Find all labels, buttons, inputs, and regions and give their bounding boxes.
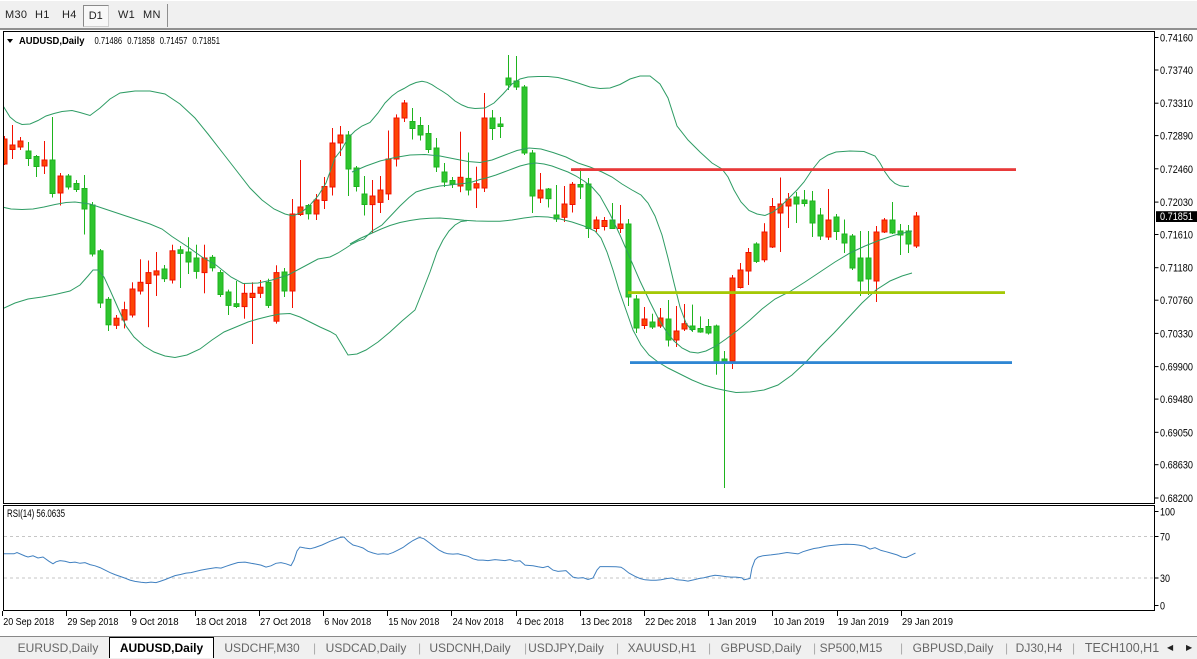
svg-text:0.71610: 0.71610 [1160,230,1193,242]
svg-text:AUDUSD,Daily: AUDUSD,Daily [19,35,85,47]
svg-text:19 Jan 2019: 19 Jan 2019 [838,616,889,628]
svg-text:0.70760: 0.70760 [1160,295,1193,307]
svg-text:0.68630: 0.68630 [1160,460,1193,472]
svg-text:RSI(14) 56.0635: RSI(14) 56.0635 [7,508,65,520]
svg-text:24 Nov 2018: 24 Nov 2018 [453,616,504,628]
svg-text:100: 100 [1160,507,1175,519]
svg-text:0.69480: 0.69480 [1160,394,1193,406]
svg-text:9 Oct 2018: 9 Oct 2018 [132,616,179,628]
svg-text:0.72890: 0.72890 [1160,131,1193,143]
svg-text:0.70330: 0.70330 [1160,328,1193,340]
svg-text:1 Jan 2019: 1 Jan 2019 [709,616,756,628]
svg-text:29 Jan 2019: 29 Jan 2019 [902,616,953,628]
svg-text:30: 30 [1160,573,1170,585]
svg-text:0: 0 [1160,601,1165,613]
svg-text:0.72460: 0.72460 [1160,164,1193,176]
svg-text:13 Dec 2018: 13 Dec 2018 [581,616,632,628]
svg-text:70: 70 [1160,532,1170,544]
svg-text:0.71180: 0.71180 [1160,263,1193,275]
svg-text:0.69900: 0.69900 [1160,362,1193,374]
svg-text:10 Jan 2019: 10 Jan 2019 [774,616,825,628]
svg-text:0.73310: 0.73310 [1160,98,1193,110]
svg-text:15 Nov 2018: 15 Nov 2018 [388,616,439,628]
svg-text:29 Sep 2018: 29 Sep 2018 [67,616,118,628]
svg-text:0.73740: 0.73740 [1160,65,1193,77]
svg-text:0.72030: 0.72030 [1160,197,1193,209]
svg-text:0.68200: 0.68200 [1160,493,1193,505]
svg-text:22 Dec 2018: 22 Dec 2018 [645,616,696,628]
svg-text:6 Nov 2018: 6 Nov 2018 [324,616,371,628]
svg-text:0.71851: 0.71851 [1160,211,1193,223]
svg-text:0.71486: 0.71486 [95,35,123,47]
svg-text:0.71457: 0.71457 [160,35,188,47]
svg-text:27 Oct 2018: 27 Oct 2018 [260,616,311,628]
svg-text:0.74160: 0.74160 [1160,33,1193,45]
svg-text:0.71858: 0.71858 [127,35,155,47]
svg-text:0.71851: 0.71851 [192,35,220,47]
svg-text:0.69050: 0.69050 [1160,427,1193,439]
svg-text:4 Dec 2018: 4 Dec 2018 [517,616,564,628]
svg-text:20 Sep 2018: 20 Sep 2018 [3,616,54,628]
svg-text:18 Oct 2018: 18 Oct 2018 [196,616,247,628]
